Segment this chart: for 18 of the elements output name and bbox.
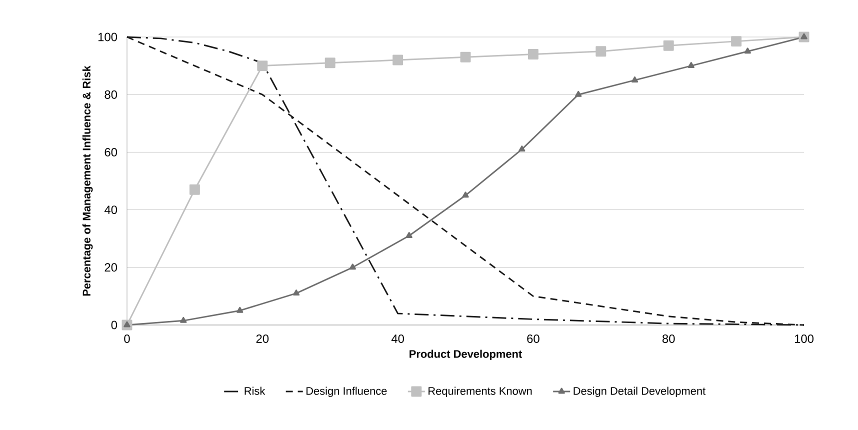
x-axis-title: Product Development [410,350,522,360]
y-tick-label: 100 [98,32,118,42]
legend-label: Design Influence [306,386,387,397]
x-tick-label: 40 [391,334,404,343]
x-tick-label: 60 [527,334,540,343]
legend-label: Requirements Known [428,386,532,397]
legend-label: Risk [244,386,266,395]
y-tick-label: 20 [104,263,118,272]
x-tick-label: 80 [662,334,675,343]
y-tick-label: 40 [104,206,118,214]
x-tick-label: 0 [124,334,130,343]
x-tick-label: 20 [256,334,269,343]
x-tick-label: 100 [794,334,814,343]
y-tick-label: 80 [104,90,118,99]
legend-label: Design Detail Development [574,386,706,397]
y-tick-label: 0 [111,320,118,330]
y-axis-title: Percentage of Management Influence & Risk [82,66,93,296]
y-tick-label: 60 [104,148,118,156]
